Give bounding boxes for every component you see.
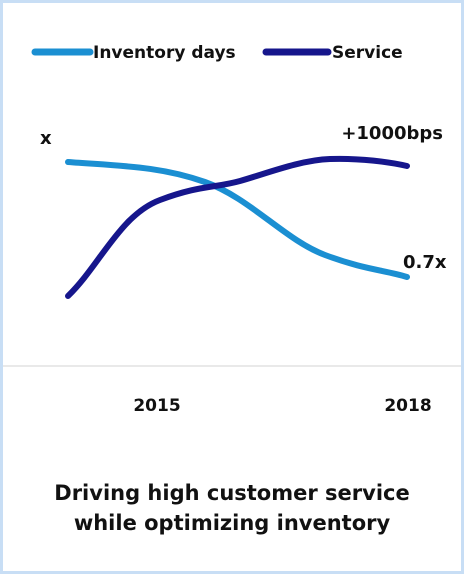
caption: while optimizing inventory — [74, 511, 391, 535]
x-label: 2015 — [133, 396, 180, 416]
service-curve — [65, 155, 410, 299]
annotation: +1000bps — [341, 123, 443, 144]
annotation: 0.7x — [403, 252, 447, 273]
caption: Driving high customer service — [54, 481, 409, 505]
legend-label: Service — [332, 43, 403, 63]
annotation: x — [40, 128, 52, 149]
x-label: 2018 — [384, 396, 431, 416]
inventory-curve — [65, 159, 410, 280]
legend-label: Inventory days — [93, 43, 236, 63]
